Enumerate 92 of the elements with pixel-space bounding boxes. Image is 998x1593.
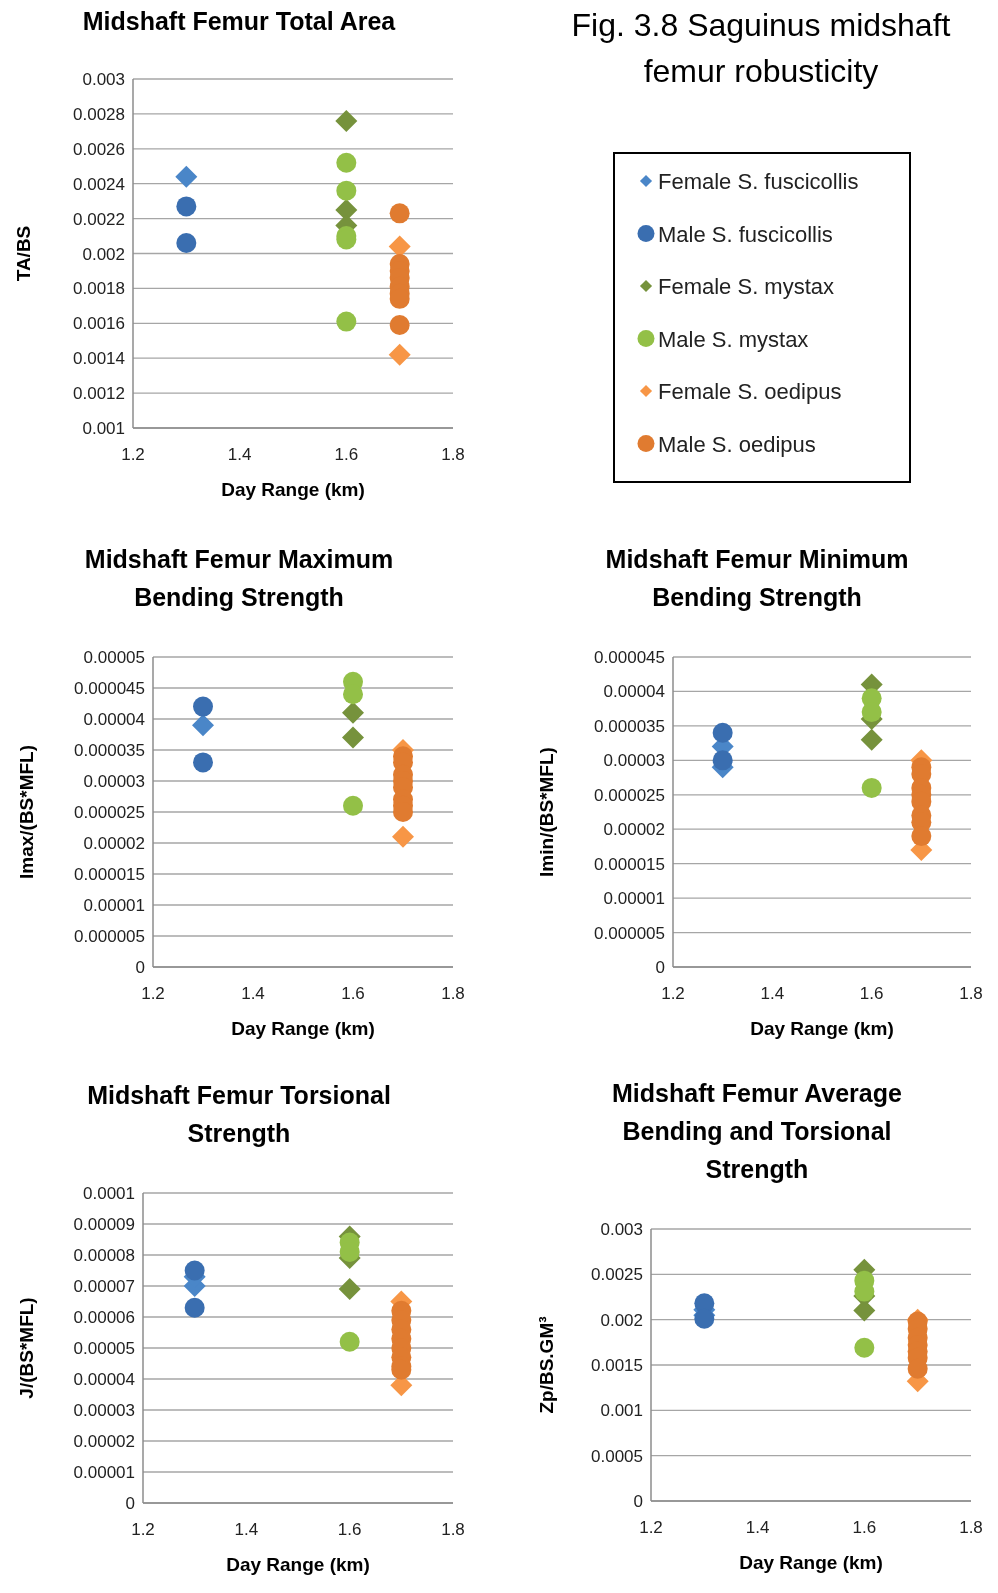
y-tick-label: 0.00004 bbox=[73, 1370, 135, 1389]
text: Fig. 3.8 Saguinus midshaft femur robusticity bbox=[571, 7, 951, 89]
y-tick-label: 0.00008 bbox=[73, 1246, 135, 1265]
y-tick-label: 0.000015 bbox=[74, 865, 145, 884]
y-tick-label: 0.0024 bbox=[73, 174, 125, 194]
y-tick-label: 0.000005 bbox=[594, 923, 665, 943]
x-axis-title: Day Range (km) bbox=[226, 1554, 370, 1575]
x-axis-title: Day Range (km) bbox=[750, 1018, 894, 1039]
y-tick-label: 0.00002 bbox=[603, 820, 665, 840]
y-axis-title: Zp/BS.GM³ bbox=[536, 1316, 557, 1414]
y-tick-label: 0.001 bbox=[600, 1401, 643, 1421]
chart-title: Midshaft Femur Torsional Strength bbox=[87, 1081, 391, 1147]
y-tick-label: 0.000045 bbox=[74, 679, 145, 698]
y-axis-title: TA/BS bbox=[13, 225, 34, 282]
x-tick-label: 1.2 bbox=[131, 1520, 155, 1539]
y-tick-label: 0.0028 bbox=[73, 104, 125, 124]
y-tick-label: 0.0022 bbox=[73, 209, 125, 229]
y-axis-title: Imax/(BS*MFL) bbox=[16, 744, 37, 880]
y-tick-label: 0.001 bbox=[82, 419, 125, 438]
chart-title: Midshaft Femur Average Bending and Torsional Strength bbox=[612, 1079, 903, 1183]
legend-label: Male S. mystax bbox=[658, 326, 809, 352]
chart-title: Midshaft Femur Maximum Bending Strength bbox=[84, 545, 394, 611]
y-tick-label: 0.00001 bbox=[603, 889, 665, 909]
x-tick-label: 1.8 bbox=[959, 984, 983, 1003]
x-tick-label: 1.6 bbox=[852, 1518, 877, 1537]
x-tick-label: 1.4 bbox=[241, 984, 265, 1003]
x-tick-label: 1.4 bbox=[234, 1520, 259, 1539]
y-tick-label: 0 bbox=[633, 1492, 643, 1511]
x-tick-label: 1.6 bbox=[859, 984, 884, 1003]
x-tick-label: 1.4 bbox=[760, 984, 785, 1003]
y-tick-label: 0.0005 bbox=[591, 1446, 643, 1466]
y-tick-label: 0.000045 bbox=[594, 648, 665, 667]
y-tick-label: 0.0016 bbox=[73, 314, 125, 334]
legend-label: Male S. oedipus bbox=[658, 431, 816, 457]
y-tick-label: 0.00003 bbox=[73, 1401, 135, 1420]
legend-label: Male S. fuscicollis bbox=[658, 221, 833, 247]
legend-label: Female S. fuscicollis bbox=[658, 169, 859, 194]
y-tick-label: 0 bbox=[125, 1494, 135, 1513]
y-tick-label: 0.00006 bbox=[73, 1308, 135, 1327]
x-tick-label: 1.4 bbox=[745, 1518, 770, 1537]
y-tick-label: 0.0014 bbox=[73, 349, 125, 369]
y-tick-label: 0.0026 bbox=[73, 139, 125, 159]
y-tick-label: 0.0012 bbox=[73, 384, 125, 404]
y-tick-label: 0.0025 bbox=[591, 1265, 643, 1285]
x-tick-label: 1.6 bbox=[341, 984, 365, 1003]
x-tick-label: 1.8 bbox=[441, 1520, 465, 1539]
x-tick-label: 1.8 bbox=[441, 984, 465, 1003]
y-tick-label: 0.000025 bbox=[594, 785, 665, 805]
y-tick-label: 0.002 bbox=[82, 244, 125, 264]
y-tick-label: 0.0018 bbox=[73, 279, 125, 299]
y-tick-label: 0.00004 bbox=[83, 710, 145, 729]
chart-title: Midshaft Femur Minimum Bending Strength bbox=[605, 545, 909, 611]
y-tick-label: 0.00004 bbox=[603, 682, 665, 702]
y-tick-label: 0.00005 bbox=[83, 648, 145, 667]
x-axis-title: Day Range (km) bbox=[231, 1018, 375, 1039]
y-tick-label: 0.0015 bbox=[591, 1356, 643, 1375]
y-tick-label: 0.000035 bbox=[594, 716, 665, 736]
y-tick-label: 0.000005 bbox=[74, 927, 145, 946]
x-tick-label: 1.2 bbox=[121, 445, 145, 464]
x-tick-label: 1.6 bbox=[334, 445, 359, 464]
y-tick-label: 0.00001 bbox=[83, 896, 145, 915]
x-tick-label: 1.2 bbox=[661, 984, 685, 1003]
y-tick-label: 0 bbox=[135, 958, 145, 977]
x-axis-title: Day Range (km) bbox=[221, 479, 365, 500]
legend-label: Female S. oedipus bbox=[658, 379, 842, 404]
y-axis-title: Imin/(BS*MFL) bbox=[536, 747, 557, 877]
y-tick-label: 0.000015 bbox=[594, 854, 665, 874]
y-tick-label: 0.0001 bbox=[83, 1184, 135, 1203]
y-tick-label: 0.003 bbox=[82, 70, 125, 89]
x-tick-label: 1.2 bbox=[639, 1518, 663, 1537]
y-tick-label: 0.00005 bbox=[73, 1339, 135, 1358]
chart-title: Midshaft Femur Total Area bbox=[82, 7, 397, 35]
y-tick-label: 0.002 bbox=[600, 1310, 643, 1330]
y-tick-label: 0.00009 bbox=[73, 1215, 135, 1234]
x-tick-label: 1.4 bbox=[227, 445, 252, 464]
x-tick-label: 1.2 bbox=[141, 984, 165, 1003]
y-tick-label: 0.000035 bbox=[74, 741, 145, 760]
y-tick-label: 0.00007 bbox=[73, 1277, 135, 1296]
y-tick-label: 0.000025 bbox=[74, 803, 145, 822]
y-tick-label: 0 bbox=[655, 958, 665, 977]
y-tick-label: 0.00003 bbox=[83, 772, 145, 791]
y-tick-label: 0.00003 bbox=[603, 751, 665, 771]
x-tick-label: 1.8 bbox=[959, 1518, 983, 1537]
legend-label: Female S. mystax bbox=[658, 274, 835, 299]
x-tick-label: 1.6 bbox=[337, 1520, 362, 1539]
y-axis-title: J/(BS*MFL) bbox=[16, 1297, 37, 1399]
y-tick-label: 0.00002 bbox=[83, 834, 145, 853]
x-axis-title: Day Range (km) bbox=[739, 1552, 883, 1573]
y-tick-label: 0.00001 bbox=[73, 1463, 135, 1482]
y-tick-label: 0.00002 bbox=[73, 1432, 135, 1451]
x-tick-label: 1.8 bbox=[441, 445, 465, 464]
y-tick-label: 0.003 bbox=[600, 1220, 643, 1239]
